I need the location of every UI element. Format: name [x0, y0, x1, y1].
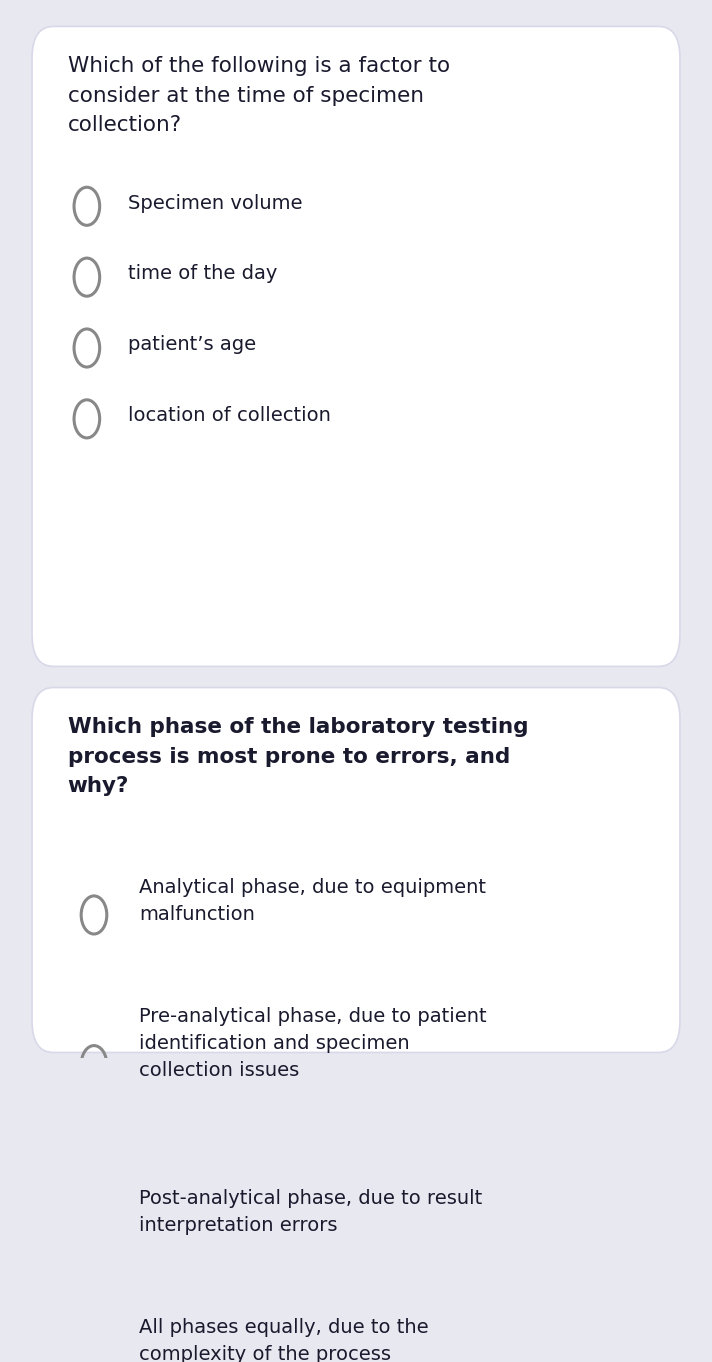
- Text: patient’s age: patient’s age: [128, 335, 256, 354]
- Text: Which of the following is a factor to
consider at the time of specimen
collectio: Which of the following is a factor to co…: [68, 56, 450, 135]
- Text: All phases equally, due to the
complexity of the process: All phases equally, due to the complexit…: [139, 1318, 429, 1362]
- Text: Post-analytical phase, due to result
interpretation errors: Post-analytical phase, due to result int…: [139, 1189, 482, 1235]
- FancyBboxPatch shape: [32, 26, 680, 666]
- Text: Specimen volume: Specimen volume: [128, 193, 303, 212]
- Text: Which phase of the laboratory testing
process is most prone to errors, and
why?: Which phase of the laboratory testing pr…: [68, 718, 528, 797]
- Text: time of the day: time of the day: [128, 264, 278, 283]
- Text: location of collection: location of collection: [128, 406, 331, 425]
- FancyBboxPatch shape: [32, 688, 680, 1053]
- Text: Analytical phase, due to equipment
malfunction: Analytical phase, due to equipment malfu…: [139, 878, 486, 925]
- Text: Pre-analytical phase, due to patient
identification and specimen
collection issu: Pre-analytical phase, due to patient ide…: [139, 1007, 486, 1080]
